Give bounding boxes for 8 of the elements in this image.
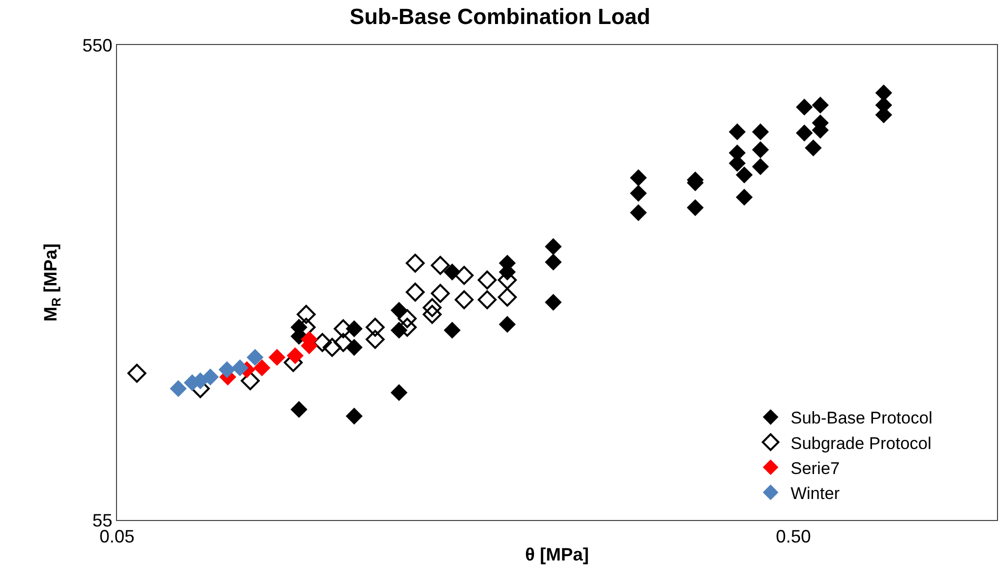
y-tick-label: 550 — [82, 35, 112, 56]
legend-label: Winter — [790, 484, 840, 503]
legend-label: Serie7 — [790, 458, 840, 478]
chart-title: Sub-Base Combination Load — [350, 4, 650, 30]
x-axis-title: θ [MPa] — [525, 544, 589, 565]
legend-label: Subgrade Protocol — [790, 434, 932, 453]
x-tick-label: 0.50 — [776, 526, 811, 547]
legend-label: Sub-Base Protocol — [790, 408, 932, 428]
